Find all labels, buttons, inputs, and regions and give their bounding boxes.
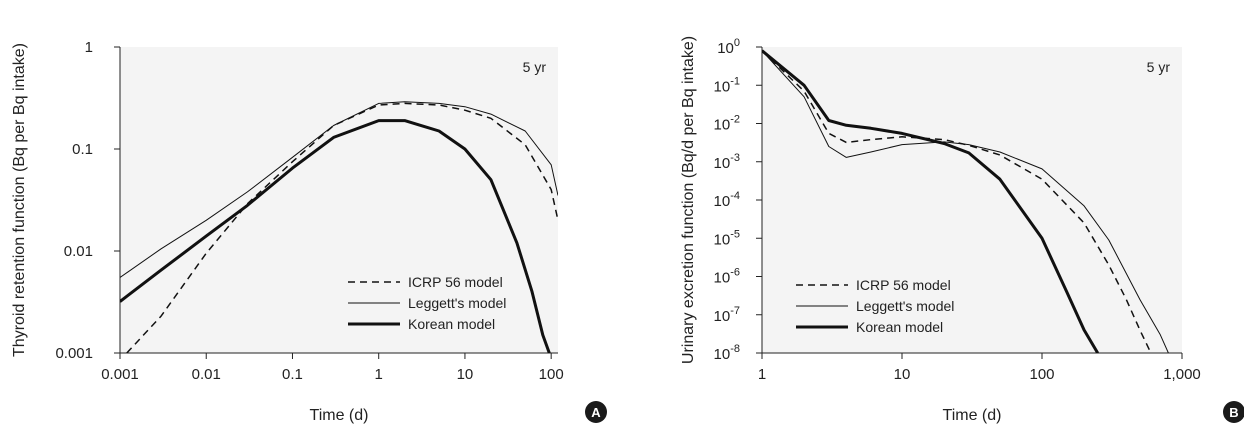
y-tick-label: 0.001 [55, 345, 93, 362]
panel-badge [1223, 401, 1244, 423]
y-tick-exponent: -2 [730, 114, 740, 126]
y-axis-title: Thyroid retention function (Bq per Bq in… [11, 43, 28, 357]
series-line-0 [762, 50, 1152, 353]
y-tick-label: 10-5 [714, 228, 740, 248]
y-tick-exponent: -7 [730, 305, 740, 317]
y-tick-exponent: -4 [730, 190, 740, 202]
series-line-1 [120, 101, 558, 278]
y-tick-label: 10-1 [714, 75, 740, 95]
panel-badge-label: B [1229, 405, 1238, 420]
legend-label: ICRP 56 model [408, 274, 503, 290]
x-tick-label: 100 [539, 366, 564, 383]
y-tick-base: 10 [714, 78, 731, 95]
x-tick-label: 10 [457, 366, 474, 383]
y-tick-base: 10 [714, 193, 731, 210]
y-tick-label: 10-3 [714, 152, 740, 172]
y-tick-exponent: -1 [730, 75, 740, 87]
y-tick-exponent: -8 [730, 343, 740, 355]
x-tick-label: 1 [758, 366, 766, 383]
legend-label: Leggett's model [856, 298, 954, 314]
y-tick-label: 10-4 [714, 190, 740, 210]
y-tick-base: 10 [714, 155, 731, 172]
x-tick-label: 1 [375, 366, 383, 383]
y-tick-label: 10-2 [714, 114, 740, 134]
series-line-2 [120, 119, 551, 353]
x-tick-label: 0.001 [101, 366, 139, 383]
y-axis-title: Urinary excretion function (Bq/d per Bq … [680, 36, 697, 364]
y-tick-label: 1 [85, 39, 93, 56]
y-tick-label: 10-8 [714, 343, 740, 363]
y-tick-base: 10 [714, 346, 731, 363]
y-tick-base: 10 [714, 308, 731, 325]
chart-panel-b: 1 10 100 1,00010010-110-210-310-410-510-610… [680, 36, 1244, 424]
x-tick-label: 0.01 [192, 366, 221, 383]
y-tick-label: 100 [717, 37, 740, 57]
x-tick-label: 1,000 [1163, 366, 1201, 383]
series-line-2 [762, 49, 1099, 353]
series-line-0 [126, 102, 558, 353]
plot-area [120, 47, 558, 353]
x-tick-label: 100 [1029, 366, 1054, 383]
legend-label: Leggett's model [408, 295, 506, 311]
y-tick-exponent: -6 [730, 267, 740, 279]
y-tick-label: 0.01 [64, 243, 93, 260]
period-annotation: 5 yr [1147, 59, 1171, 75]
y-tick-base: 10 [714, 270, 731, 287]
y-tick-label: 10-6 [714, 267, 740, 287]
legend-label: Korean model [856, 319, 943, 335]
y-tick-exponent: 0 [734, 37, 740, 49]
y-tick-base: 10 [714, 117, 731, 134]
panel-badge [585, 401, 607, 423]
y-tick-base: 10 [714, 231, 731, 248]
x-tick-label: 10 [894, 366, 911, 383]
x-tick-label: 0.1 [282, 366, 303, 383]
x-axis-title: Time (d) [943, 407, 1002, 424]
y-tick-exponent: -3 [730, 152, 740, 164]
period-annotation: 5 yr [523, 59, 547, 75]
plot-area [762, 47, 1182, 353]
series-line-1 [762, 50, 1169, 353]
chart-panel-a: 0.001 0.01 0.1 1 10 100 0.001 0.01 0.1 1 Time (d) T… [11, 39, 607, 424]
panel-badge-label: A [591, 405, 601, 420]
y-tick-label: 0.1 [72, 141, 93, 158]
legend-label: Korean model [408, 316, 495, 332]
y-tick-exponent: -5 [730, 228, 740, 240]
legend-label: ICRP 56 model [856, 277, 951, 293]
y-tick-base: 10 [717, 40, 734, 57]
y-tick-label: 10-7 [714, 305, 740, 325]
x-axis-title: Time (d) [310, 407, 369, 424]
